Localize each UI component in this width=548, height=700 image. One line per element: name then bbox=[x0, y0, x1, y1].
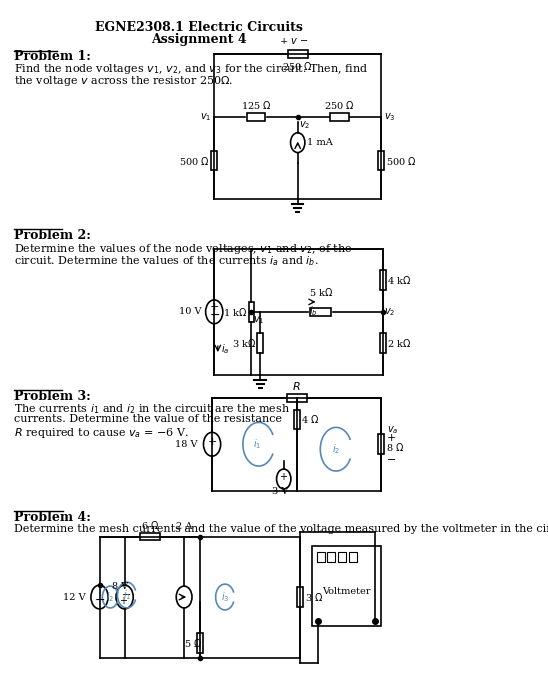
Text: 10 V: 10 V bbox=[179, 307, 201, 316]
Text: Problem 3:: Problem 3: bbox=[14, 390, 90, 402]
Bar bbox=[378, 434, 384, 454]
Bar bbox=[140, 533, 160, 540]
Bar bbox=[257, 333, 263, 354]
Text: the voltage $v$ across the resistor 250$\Omega$.: the voltage $v$ across the resistor 250$… bbox=[14, 74, 233, 88]
Text: $i_2$: $i_2$ bbox=[332, 442, 340, 456]
Text: 500 $\Omega$: 500 $\Omega$ bbox=[385, 155, 416, 167]
Text: 2 A: 2 A bbox=[176, 522, 192, 531]
Text: 8 V: 8 V bbox=[112, 582, 128, 591]
Bar bbox=[310, 308, 332, 316]
Text: Find the node voltages $v_1$, $v_2$, and $v_3$ for the circuit. Then, find: Find the node voltages $v_1$, $v_2$, and… bbox=[14, 62, 368, 76]
Text: $R$ required to cause $v_a$ = $-$6 V.: $R$ required to cause $v_a$ = $-$6 V. bbox=[14, 426, 188, 440]
Text: 2 k$\Omega$: 2 k$\Omega$ bbox=[387, 337, 411, 349]
Text: $-$: $-$ bbox=[94, 592, 105, 606]
Text: $i_b$: $i_b$ bbox=[309, 304, 318, 318]
Bar bbox=[378, 150, 384, 170]
Text: The currents $i_1$ and $i_2$ in the circuit are the mesh: The currents $i_1$ and $i_2$ in the circ… bbox=[14, 402, 289, 416]
Text: $v_3$: $v_3$ bbox=[384, 111, 396, 122]
Text: Problem 4:: Problem 4: bbox=[14, 511, 90, 524]
Text: 3 k$\Omega$: 3 k$\Omega$ bbox=[232, 337, 256, 349]
Text: $-$: $-$ bbox=[209, 308, 220, 321]
Text: $R$: $R$ bbox=[292, 379, 301, 392]
Text: 6 $\Omega$: 6 $\Omega$ bbox=[141, 519, 159, 531]
Text: 250 $\Omega$: 250 $\Omega$ bbox=[282, 60, 313, 72]
Text: $i_2$: $i_2$ bbox=[106, 590, 115, 604]
Text: 18 V: 18 V bbox=[175, 440, 198, 449]
Text: 4 k$\Omega$: 4 k$\Omega$ bbox=[387, 274, 411, 286]
Bar bbox=[349, 552, 357, 562]
Text: Determine the values of the node voltages, $v_1$ and $v_2$, of the: Determine the values of the node voltage… bbox=[14, 242, 352, 256]
Text: 8 $\Omega$: 8 $\Omega$ bbox=[385, 441, 404, 453]
Text: currents. Determine the value of the resistance: currents. Determine the value of the res… bbox=[14, 414, 282, 424]
Text: 1 mA: 1 mA bbox=[307, 138, 333, 147]
Text: $-$: $-$ bbox=[121, 588, 131, 598]
Text: 5 k$\Omega$: 5 k$\Omega$ bbox=[309, 286, 333, 298]
Text: 125 $\Omega$: 125 $\Omega$ bbox=[241, 99, 271, 111]
Bar bbox=[380, 270, 385, 290]
Bar bbox=[197, 633, 203, 652]
Text: $v_1$: $v_1$ bbox=[253, 314, 264, 326]
Text: $v_1$: $v_1$ bbox=[200, 111, 212, 122]
Bar bbox=[294, 410, 300, 429]
Text: 3 $\Omega$: 3 $\Omega$ bbox=[305, 591, 323, 603]
Bar bbox=[287, 393, 307, 402]
Text: $v_2$: $v_2$ bbox=[384, 306, 396, 318]
Text: circuit. Determine the values of the currents $i_a$ and $i_b$.: circuit. Determine the values of the cur… bbox=[14, 254, 318, 267]
Text: 500 $\Omega$: 500 $\Omega$ bbox=[179, 155, 210, 167]
Text: $i_a$: $i_a$ bbox=[221, 342, 229, 356]
Bar bbox=[330, 113, 349, 121]
Text: $i_3$: $i_3$ bbox=[221, 590, 229, 604]
Text: $i_1$: $i_1$ bbox=[253, 438, 261, 451]
Text: $i_1$: $i_1$ bbox=[123, 588, 131, 602]
Text: 250 $\Omega$: 250 $\Omega$ bbox=[324, 99, 355, 111]
Text: 12 V: 12 V bbox=[62, 592, 85, 601]
Bar bbox=[317, 552, 324, 562]
Text: EGNE2308.1 Electric Circuits: EGNE2308.1 Electric Circuits bbox=[95, 20, 303, 34]
Text: 5 $\Omega$: 5 $\Omega$ bbox=[184, 637, 202, 649]
Text: $+$: $+$ bbox=[209, 301, 219, 312]
Bar bbox=[328, 552, 335, 562]
Text: $v_a$: $v_a$ bbox=[387, 424, 398, 436]
Bar bbox=[212, 150, 217, 170]
Text: Assignment 4: Assignment 4 bbox=[151, 32, 247, 46]
Text: $+$: $+$ bbox=[385, 432, 396, 443]
Text: $-$: $-$ bbox=[385, 453, 396, 463]
Bar bbox=[380, 333, 385, 354]
Text: $+$: $+$ bbox=[119, 596, 128, 606]
Text: 4 $\Omega$: 4 $\Omega$ bbox=[301, 414, 319, 426]
Text: Problem 2:: Problem 2: bbox=[14, 229, 90, 242]
Bar bbox=[338, 552, 346, 562]
Text: 3 V: 3 V bbox=[272, 486, 288, 496]
Text: 1 k$\Omega$: 1 k$\Omega$ bbox=[223, 306, 247, 318]
Text: $+$: $+$ bbox=[279, 472, 288, 482]
Text: $v_2$: $v_2$ bbox=[299, 119, 311, 131]
Bar bbox=[288, 50, 308, 58]
Text: Voltmeter: Voltmeter bbox=[323, 587, 371, 596]
Text: Determine the mesh currents and the value of the voltage measured by the voltmet: Determine the mesh currents and the valu… bbox=[14, 524, 548, 533]
Bar bbox=[249, 302, 254, 322]
Text: $+$: $+$ bbox=[207, 436, 217, 447]
Bar bbox=[247, 113, 265, 121]
Text: + $v$ $-$: + $v$ $-$ bbox=[279, 36, 309, 46]
Text: Problem 1:: Problem 1: bbox=[14, 50, 90, 64]
Bar bbox=[298, 587, 303, 607]
Bar bbox=[312, 547, 381, 626]
